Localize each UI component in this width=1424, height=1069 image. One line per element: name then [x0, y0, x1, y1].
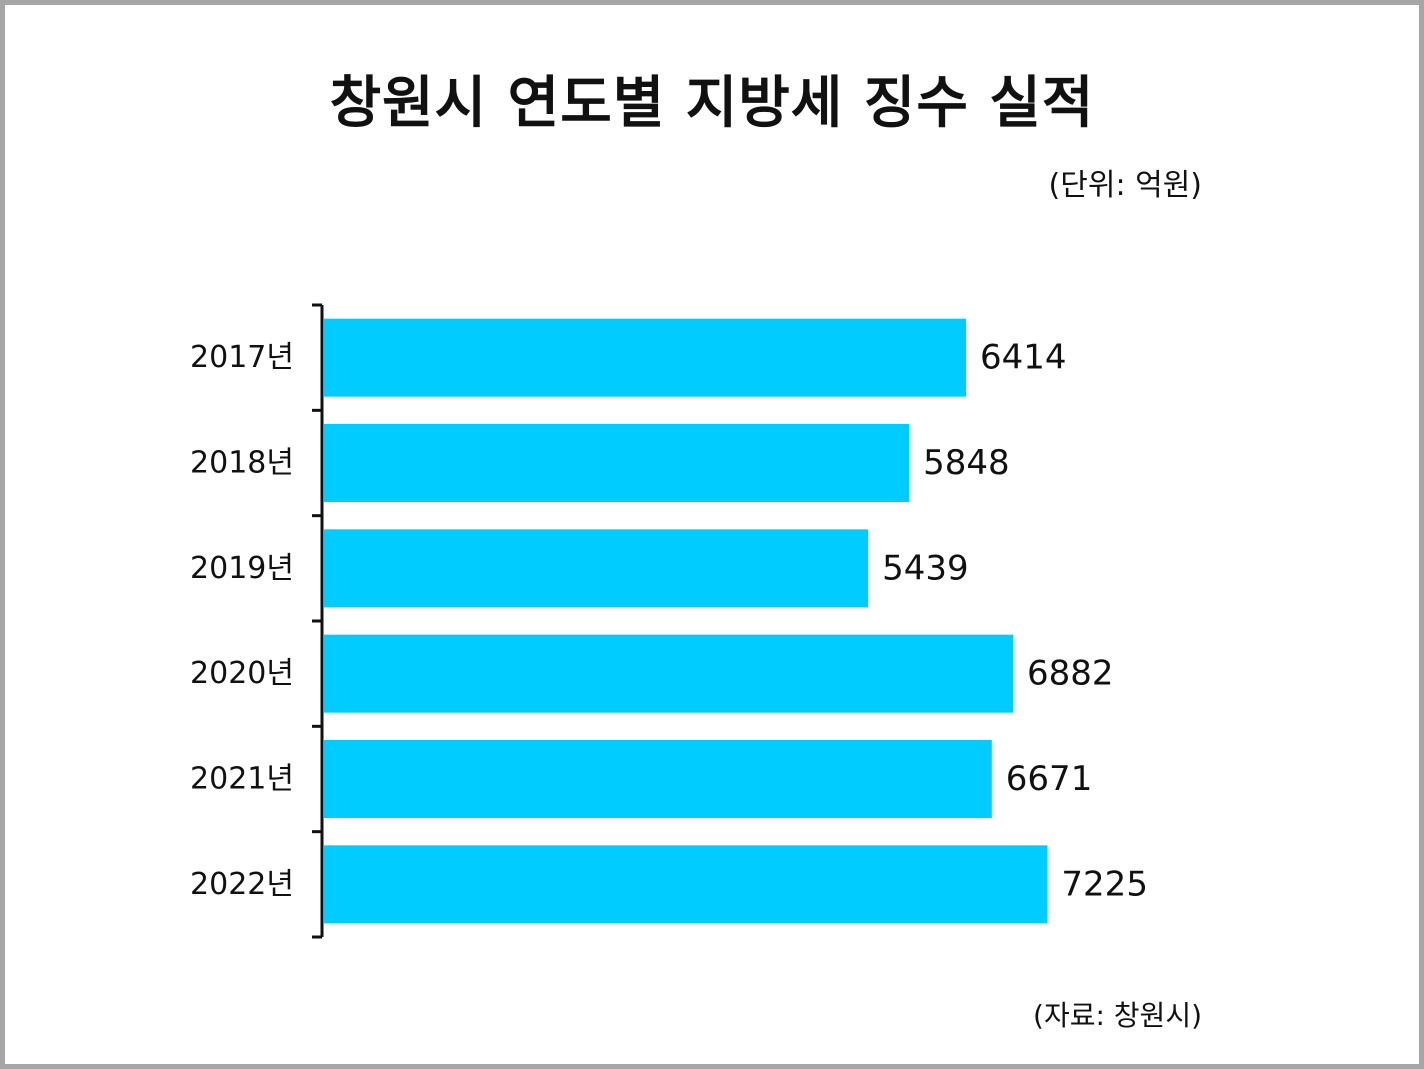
category-label: 2020년: [190, 656, 294, 691]
bar: [324, 845, 1048, 924]
category-label: 2021년: [190, 762, 294, 797]
value-label: 6882: [1027, 654, 1114, 694]
unit-note: (단위: 억원): [1048, 168, 1202, 203]
bar: [324, 318, 966, 397]
source-note: (자료: 창원시): [1033, 999, 1202, 1032]
bar: [324, 424, 910, 502]
value-label: 5439: [882, 548, 969, 588]
value-label: 6671: [1006, 759, 1093, 799]
value-label: 6414: [980, 338, 1067, 378]
category-label: 2019년: [190, 551, 294, 586]
value-label: 5848: [923, 443, 1010, 483]
bar: [324, 634, 1013, 713]
bar: [324, 529, 869, 608]
category-label: 2017년: [190, 340, 294, 375]
category-label: 2018년: [190, 446, 294, 481]
bar: [324, 740, 992, 818]
value-label: 7225: [1061, 864, 1148, 904]
chart-title: 창원시 연도별 지방세 징수 실적: [329, 71, 1095, 136]
category-label: 2022년: [190, 867, 294, 902]
